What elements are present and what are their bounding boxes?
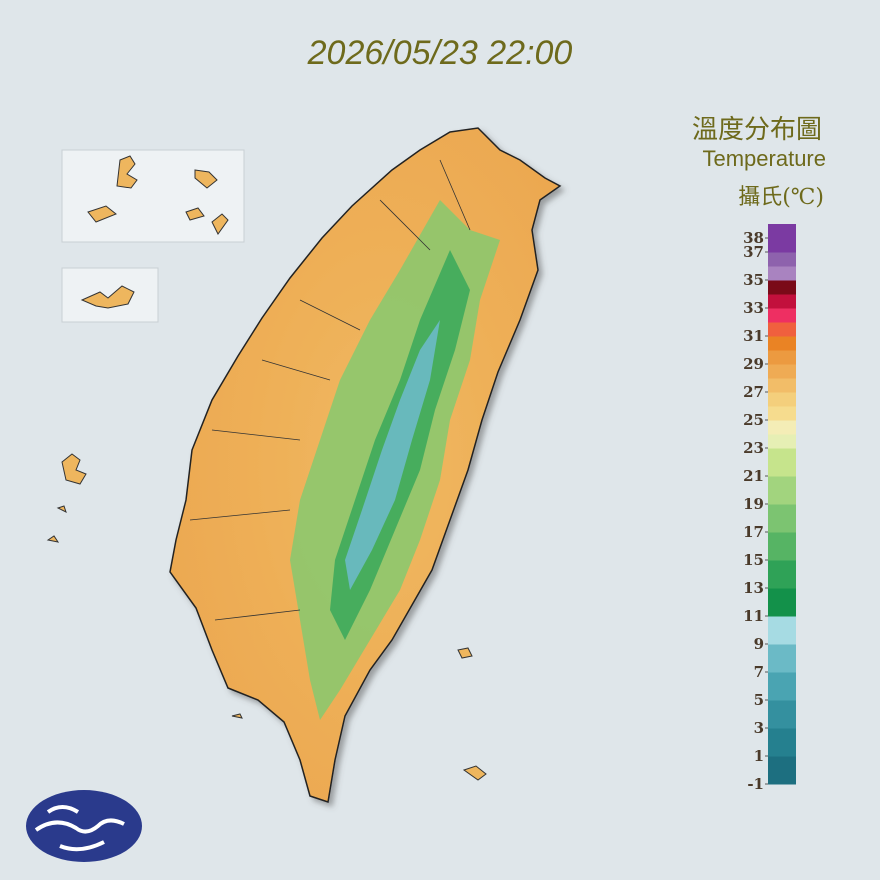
legend-swatch: [768, 476, 796, 491]
legend-swatch: [768, 700, 796, 715]
legend-swatch: [768, 742, 796, 757]
inset-box: [61, 267, 159, 323]
inset-box: [61, 149, 245, 243]
legend-tick-label: 3: [754, 719, 764, 737]
legend-swatch: [768, 616, 796, 631]
legend-swatch: [768, 280, 796, 295]
legend-swatch: [768, 714, 796, 729]
legend-unit: 攝氏(℃): [738, 185, 824, 210]
legend-swatch: [768, 686, 796, 701]
legend-swatch: [768, 308, 796, 323]
legend-swatch: [768, 630, 796, 645]
legend-tick-label: 37: [743, 243, 764, 261]
legend-swatch: [768, 350, 796, 365]
legend-swatch: [768, 448, 796, 463]
legend-tick-label: 19: [743, 495, 764, 513]
legend-swatch: [768, 756, 796, 771]
legend-swatch: [768, 378, 796, 393]
legend-swatch: [768, 462, 796, 477]
legend-tick-label: -1: [747, 775, 764, 793]
legend-tick-label: 31: [743, 327, 764, 345]
legend-tick-label: 29: [743, 355, 764, 373]
legend-tick-label: 15: [743, 551, 764, 569]
legend-tick-label: 5: [754, 691, 764, 709]
logo-swirl: [34, 805, 125, 852]
legend-tick-label: 9: [754, 635, 764, 653]
island: [46, 453, 87, 543]
legend-swatch: [768, 574, 796, 589]
legend-tick-label: 11: [743, 607, 764, 625]
legend-tick-label: 33: [743, 299, 764, 317]
county-border: [189, 159, 471, 621]
legend-swatch: [768, 252, 796, 267]
legend-tick-label: 25: [743, 411, 764, 429]
island: [231, 647, 487, 781]
legend-swatch: [768, 434, 796, 449]
legend-title: 溫度分布圖: [692, 115, 822, 145]
legend-swatch: [768, 588, 796, 603]
legend-swatch: [768, 294, 796, 309]
legend-swatch: [768, 532, 796, 547]
legend-swatch: [768, 644, 796, 659]
legend-swatch: [768, 392, 796, 407]
legend-swatch: [768, 770, 796, 785]
legend-tick-label: 35: [743, 271, 764, 289]
legend-swatch: [768, 602, 796, 617]
island: [87, 155, 229, 235]
legend-tick-label: 38: [743, 229, 764, 247]
legend-swatch: [768, 728, 796, 743]
legend-swatch: [768, 658, 796, 673]
island: [80, 285, 135, 309]
legend-swatch: [768, 364, 796, 379]
legend-tick-label: 13: [743, 579, 764, 597]
legend-swatch: [768, 266, 796, 281]
legend-swatch: [768, 672, 796, 687]
legend-swatch: [768, 322, 796, 337]
legend-tick-label: 7: [754, 663, 764, 681]
legend-swatch: [768, 238, 796, 253]
legend-swatch: [768, 420, 796, 435]
legend-swatch: [768, 560, 796, 575]
legend-swatch: [768, 546, 796, 561]
legend-tick-label: 27: [743, 383, 764, 401]
legend-swatch: [768, 336, 796, 351]
legend-swatch: [768, 504, 796, 519]
legend-tick-label: 23: [743, 439, 764, 457]
legend-swatch: [768, 490, 796, 505]
legend-tick-label: 1: [754, 747, 764, 765]
legend-swatch: [768, 406, 796, 421]
legend-tick-label: 17: [743, 523, 764, 541]
map-title: 2026/05/23 22:00: [307, 34, 573, 72]
legend-tick-label: 21: [743, 467, 764, 485]
legend-swatch: [768, 224, 796, 239]
summit-zone: [345, 320, 440, 590]
legend-swatch: [768, 518, 796, 533]
legend-subtitle: Temperature: [702, 146, 826, 171]
